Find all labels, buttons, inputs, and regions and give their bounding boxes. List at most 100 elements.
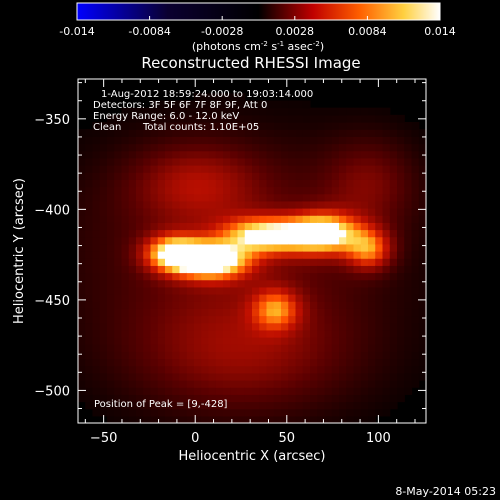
heatmap-cell bbox=[150, 243, 159, 252]
heatmap-cell bbox=[339, 258, 347, 266]
heatmap-cell bbox=[339, 222, 347, 231]
heatmap-cell bbox=[223, 294, 231, 302]
heatmap-cell bbox=[273, 186, 282, 195]
heatmap-cell bbox=[302, 272, 311, 281]
heatmap-cell bbox=[360, 165, 369, 173]
heatmap-cell bbox=[331, 394, 340, 403]
heatmap-cell bbox=[150, 301, 159, 309]
heatmap-cell bbox=[411, 251, 420, 259]
heatmap-cell bbox=[78, 301, 86, 309]
heatmap-cell bbox=[346, 351, 355, 360]
heatmap-cell bbox=[201, 329, 210, 338]
heatmap-cell bbox=[99, 157, 108, 166]
heatmap-cell bbox=[404, 236, 413, 245]
heatmap-cell bbox=[165, 215, 173, 223]
heatmap-cell bbox=[339, 193, 347, 202]
heatmap-cell bbox=[128, 122, 137, 130]
heatmap-cell bbox=[179, 236, 188, 245]
heatmap-cell bbox=[194, 222, 202, 231]
heatmap-cell bbox=[121, 265, 130, 274]
heatmap-cell bbox=[281, 193, 289, 202]
heatmap-cell bbox=[237, 165, 246, 173]
y-tick-labels: −350−400−450−500 bbox=[34, 113, 70, 400]
heatmap-cell bbox=[114, 286, 123, 295]
heatmap-cell bbox=[157, 179, 166, 188]
heatmap-cell bbox=[107, 372, 115, 381]
heatmap-cell bbox=[339, 351, 347, 360]
heatmap-cell bbox=[353, 165, 362, 173]
heatmap-cell bbox=[201, 114, 210, 123]
heatmap-cell bbox=[389, 358, 398, 367]
heatmap-cell bbox=[266, 150, 275, 159]
heatmap-cell bbox=[324, 286, 333, 295]
heatmap-cell bbox=[99, 215, 108, 223]
heatmap-cell bbox=[244, 401, 253, 410]
heatmap-cell bbox=[397, 186, 405, 195]
heatmap-cell bbox=[107, 258, 115, 266]
heatmap-cell bbox=[368, 301, 376, 309]
heatmap-cell bbox=[295, 401, 304, 410]
heatmap-cell bbox=[92, 315, 101, 324]
heatmap-cell bbox=[143, 251, 152, 259]
heatmap-cell bbox=[389, 258, 398, 266]
heatmap-cell bbox=[121, 279, 130, 288]
heatmap-cell bbox=[331, 215, 340, 223]
heatmap-cell bbox=[194, 279, 202, 288]
heatmap-cell bbox=[172, 272, 181, 281]
heatmap-cell bbox=[346, 272, 355, 281]
heatmap-cell bbox=[339, 301, 347, 309]
heatmap-cell bbox=[273, 265, 282, 274]
heatmap-cell bbox=[92, 279, 101, 288]
heatmap-cell bbox=[353, 258, 362, 266]
heatmap-cell bbox=[418, 179, 426, 188]
heatmap-cell bbox=[172, 122, 181, 130]
heatmap-cell bbox=[215, 243, 224, 252]
heatmap-cell bbox=[194, 337, 202, 345]
heatmap-cell bbox=[136, 114, 144, 123]
heatmap-cell bbox=[281, 208, 289, 216]
heatmap-cell bbox=[143, 301, 152, 309]
heatmap-cell bbox=[194, 215, 202, 223]
heatmap-cell bbox=[317, 236, 326, 245]
heatmap-cell bbox=[295, 265, 304, 274]
heatmap-cell bbox=[310, 229, 318, 238]
heatmap-cell bbox=[114, 143, 123, 152]
heatmap-cell bbox=[121, 243, 130, 252]
heatmap-cell bbox=[208, 143, 217, 152]
heatmap-cell bbox=[244, 387, 253, 395]
heatmap-cell bbox=[397, 372, 405, 381]
heatmap-cell bbox=[331, 279, 340, 288]
heatmap-cell bbox=[418, 186, 426, 195]
heatmap-cell bbox=[302, 372, 311, 381]
heatmap-cell bbox=[317, 157, 326, 166]
heatmap-cell bbox=[165, 415, 173, 423]
heatmap-cell bbox=[85, 243, 94, 252]
heatmap-cell bbox=[324, 114, 333, 123]
heatmap-cell bbox=[107, 243, 115, 252]
heatmap-cell bbox=[302, 107, 311, 116]
heatmap-cell bbox=[107, 351, 115, 360]
heatmap-cell bbox=[404, 286, 413, 295]
heatmap-cell bbox=[223, 279, 231, 288]
heatmap-cell bbox=[382, 136, 391, 145]
heatmap-cell bbox=[85, 129, 94, 137]
heatmap-cell bbox=[389, 200, 398, 209]
heatmap-cell bbox=[99, 172, 108, 180]
heatmap-cell bbox=[85, 236, 94, 245]
heatmap-cell bbox=[194, 401, 202, 410]
heatmap-cell bbox=[273, 372, 282, 381]
heatmap-cell bbox=[150, 408, 159, 417]
heatmap-cell bbox=[346, 107, 355, 116]
heatmap-cell bbox=[397, 258, 405, 266]
heatmap-cell bbox=[223, 401, 231, 410]
heatmap-cell bbox=[310, 243, 318, 252]
heatmap-cell bbox=[317, 329, 326, 338]
heatmap-cell bbox=[324, 129, 333, 137]
heatmap-cell bbox=[273, 351, 282, 360]
heatmap-cell bbox=[339, 387, 347, 395]
heatmap-cell bbox=[310, 236, 318, 245]
heatmap-cell bbox=[360, 258, 369, 266]
heatmap-cell bbox=[310, 222, 318, 231]
heatmap-cell bbox=[215, 408, 224, 417]
heatmap-cell bbox=[150, 215, 159, 223]
